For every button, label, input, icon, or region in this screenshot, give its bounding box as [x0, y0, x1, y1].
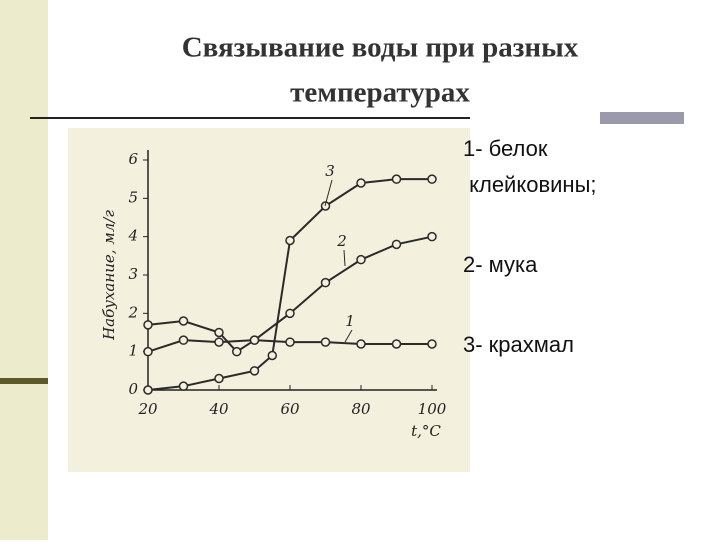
rule-block	[600, 112, 684, 124]
y-tick-label: 0	[128, 380, 138, 398]
side-mark	[0, 378, 48, 384]
y-tick-label: 6	[128, 150, 138, 168]
label-leader	[343, 249, 346, 267]
point	[249, 335, 260, 345]
side-band	[0, 0, 48, 540]
legend-text: 1- белок	[463, 136, 548, 161]
point	[356, 254, 366, 265]
point	[356, 339, 366, 349]
y-tick-label: 5	[128, 188, 138, 206]
chart-image	[68, 128, 470, 472]
point	[232, 346, 242, 357]
legend-text: клейковины;	[463, 172, 597, 197]
point	[391, 339, 402, 349]
point	[427, 231, 437, 242]
x-tick-label: 20	[137, 400, 158, 418]
legend-text: 2- мука	[463, 252, 538, 277]
point	[267, 350, 277, 361]
point	[143, 320, 153, 330]
y-tick-label: 1	[128, 342, 138, 360]
point	[285, 308, 295, 319]
y-tick-label: 2	[127, 303, 138, 321]
label-leader	[344, 329, 353, 343]
point	[178, 381, 189, 391]
point	[249, 366, 260, 376]
x-tick-label: 100	[418, 400, 447, 418]
point	[214, 327, 224, 338]
legend-text: 3- крахмал	[463, 332, 574, 357]
point	[143, 385, 153, 395]
point	[427, 174, 437, 184]
y-axis-label: Набухание, мл/г	[100, 210, 118, 341]
point	[178, 316, 189, 326]
series-label: 3	[325, 162, 335, 180]
y-tick-label: 3	[128, 265, 138, 283]
title-line: температурах	[290, 77, 470, 109]
label-leader	[324, 179, 333, 207]
point	[214, 337, 224, 347]
series-label: 1	[345, 312, 355, 330]
point	[356, 178, 366, 188]
point	[320, 277, 331, 288]
point	[285, 337, 295, 347]
point	[178, 335, 189, 345]
x-axis-label: t,°C	[411, 422, 441, 440]
point	[143, 346, 153, 357]
series-line	[147, 235, 433, 353]
point	[320, 337, 331, 347]
point	[214, 373, 224, 384]
x-tick-label: 40	[208, 400, 229, 418]
point	[427, 339, 437, 349]
series-label: 2	[336, 232, 347, 250]
title-line: Связывание воды при разных	[182, 32, 579, 64]
x-tick-label: 80	[351, 400, 371, 418]
x-tick-label: 60	[280, 400, 300, 418]
point	[391, 174, 402, 184]
y-tick-label: 4	[127, 227, 138, 245]
point	[285, 235, 295, 246]
point	[391, 239, 402, 250]
series-line	[147, 178, 432, 391]
